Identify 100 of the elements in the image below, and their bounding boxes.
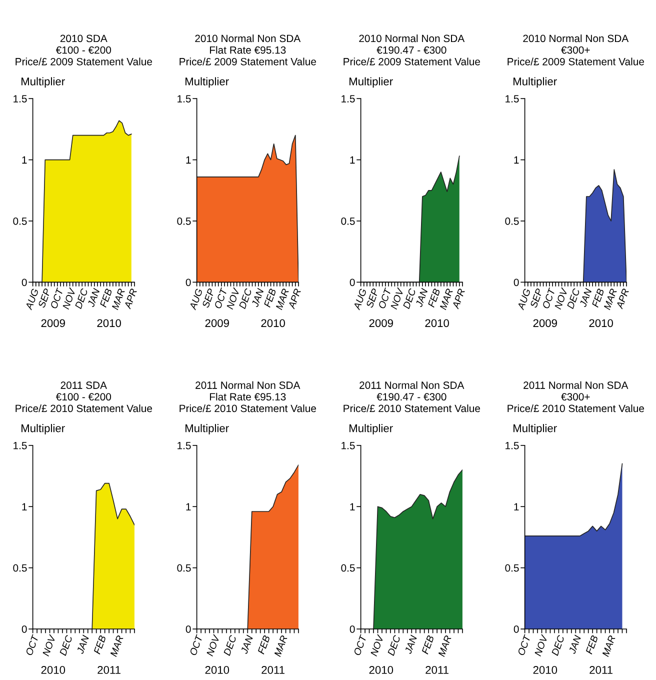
x-tick-label: OCT	[189, 634, 203, 656]
y-tick-label: 0	[350, 278, 355, 286]
x-tick-label: NOV	[554, 287, 568, 310]
x-tick-label: DEC	[402, 288, 416, 310]
chart-title: 2011 Normal Non SDA	[360, 381, 464, 389]
x-tick-label: FEB	[94, 634, 106, 654]
y-tick-label: 1	[22, 156, 27, 164]
x-tick-label: FEB	[592, 288, 604, 308]
chart-title: 2010 SDA	[60, 34, 108, 42]
chart-subtitle: Flat Rate €95.13 Price/£ 2009 Statement Value	[180, 46, 316, 66]
x-tick-label: JAN	[404, 634, 418, 654]
y-tick-label: 0	[186, 626, 191, 633]
x-tick-label: OCT	[378, 287, 392, 309]
x-tick-label: FEB	[586, 634, 598, 654]
x-tick-label: OCT	[517, 634, 531, 656]
x-tick-label: OCT	[214, 287, 228, 309]
x-tick-label: APR	[616, 288, 630, 310]
x-tick-label: NOV	[370, 634, 384, 657]
y-tick-label: 0.5	[177, 564, 191, 572]
x-tick-label: FEB	[100, 288, 112, 308]
x-tick-label: FEB	[428, 288, 440, 308]
y-tick-label: 1.5	[14, 95, 27, 102]
x-tick-label: NOV	[534, 634, 548, 657]
x-tick-label: APR	[452, 288, 466, 310]
y-tick-label: 0	[350, 626, 355, 633]
x-tick-label: MAR	[274, 634, 288, 657]
y-tick-label: 0.5	[505, 564, 519, 572]
x-tick-label: MAR	[438, 634, 452, 657]
x-tick-label: OCT	[25, 634, 39, 656]
x-tick-label: MAR	[112, 288, 126, 310]
x-tick-label: DEC	[387, 634, 401, 656]
chart-title: 2011 Normal Non SDA	[524, 381, 628, 389]
chart-title: 2011 Normal Non SDA	[196, 381, 300, 389]
x-tick-label: DEC	[551, 634, 565, 656]
x-tick-label: MAR	[602, 634, 616, 657]
y-tick-label: 1	[186, 156, 191, 164]
text: 2009	[369, 319, 393, 328]
x-tick-label: NOV	[226, 287, 240, 310]
y-tick-label: 0	[22, 278, 27, 286]
y-axis-title: Multiplier	[22, 424, 65, 434]
x-tick-label: MAR	[604, 288, 618, 310]
y-tick-label: 0	[514, 278, 519, 286]
x-tick-label: SEP	[530, 288, 543, 308]
chart-subtitle: €300+ Price/£ 2010 Statement Value	[508, 393, 644, 412]
chart-title: 2011 SDA	[60, 382, 107, 389]
text: 2009	[533, 319, 557, 328]
y-tick-label: 1.5	[506, 95, 519, 102]
y-axis-title: Multiplier	[22, 77, 65, 88]
text: 2010	[261, 319, 285, 328]
x-tick-label: APR	[124, 288, 138, 310]
y-tick-label: 1	[22, 503, 27, 510]
y-tick-label: 1	[350, 503, 355, 510]
x-tick-label: OCT	[50, 287, 64, 309]
y-tick-label: 1	[350, 156, 355, 164]
y-axis-title: Multiplier	[350, 77, 393, 88]
x-tick-label: MAR	[110, 634, 124, 657]
y-tick-label: 1.5	[178, 95, 191, 102]
x-tick-label: DEC	[238, 288, 252, 310]
y-tick-label: 0.5	[505, 218, 519, 225]
y-tick-label: 1	[514, 156, 519, 164]
y-tick-label: 0.5	[177, 218, 191, 225]
y-tick-label: 1.5	[506, 442, 519, 450]
text: 2010	[369, 666, 394, 674]
x-tick-label: MAR	[276, 288, 290, 310]
x-tick-label: FEB	[264, 288, 276, 308]
x-tick-label: AUG	[25, 288, 39, 310]
text: 2010	[533, 666, 558, 674]
y-axis-title: Multiplier	[514, 424, 557, 434]
x-tick-label: JAN	[568, 634, 582, 654]
y-axis-title: Multiplier	[350, 424, 393, 434]
x-tick-label: MAR	[440, 288, 454, 310]
x-tick-label: DEC	[566, 288, 580, 310]
x-tick-label: JAN	[76, 634, 90, 654]
y-tick-label: 1.5	[342, 442, 355, 450]
chart-title: 2010 Normal Non SDA	[359, 34, 465, 42]
x-tick-label: SEP	[38, 288, 51, 308]
chart-subtitle: Flat Rate €95.13 Price/£ 2010 Statement Value	[180, 392, 316, 412]
chart-subtitle: €100 - €200 Price/£ 2009 Statement Value	[16, 46, 152, 66]
text: 2009	[41, 319, 65, 328]
y-tick-label: 0.5	[13, 218, 27, 225]
x-tick-label: OCT	[542, 287, 556, 309]
y-tick-label: 0	[186, 278, 191, 286]
x-tick-label: JAN	[579, 288, 592, 308]
text: 2011	[426, 666, 448, 674]
y-tick-label: 1.5	[178, 442, 191, 450]
y-tick-label: 1.5	[14, 442, 27, 450]
x-tick-label: SEP	[202, 288, 215, 308]
y-tick-label: 1.5	[342, 95, 355, 102]
y-axis-title: Multiplier	[186, 424, 229, 434]
x-tick-label: AUG	[353, 288, 367, 310]
x-tick-label: SEP	[366, 288, 379, 308]
x-tick-label: DEC	[74, 288, 88, 310]
y-tick-label: 1	[186, 503, 191, 510]
x-tick-label: OCT	[353, 634, 367, 656]
y-tick-label: 0.5	[13, 564, 27, 572]
y-tick-label: 0.5	[341, 218, 355, 225]
x-tick-label: NOV	[42, 634, 56, 657]
x-tick-label: NOV	[62, 287, 76, 310]
text: 2010	[425, 319, 449, 328]
y-tick-label: 0	[22, 626, 27, 633]
